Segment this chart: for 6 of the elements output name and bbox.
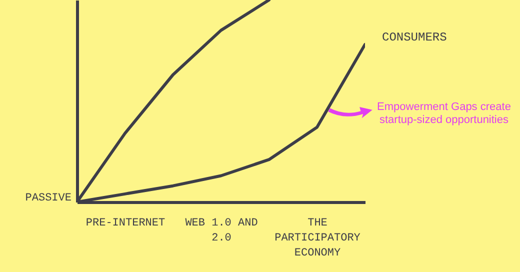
text: Empowerment Gaps create startup-sized opportunities xyxy=(376,101,512,127)
x-tick-label: WEB 1.0 AND 2.0 xyxy=(185,218,258,244)
y-axis-title: PASSIVE xyxy=(25,192,72,204)
series-label: CONSUMERS xyxy=(382,30,447,44)
x-tick-label: THE PARTICIPATORY ECONOMY xyxy=(274,218,361,260)
x-tick-label: PRE-INTERNET xyxy=(86,218,166,230)
